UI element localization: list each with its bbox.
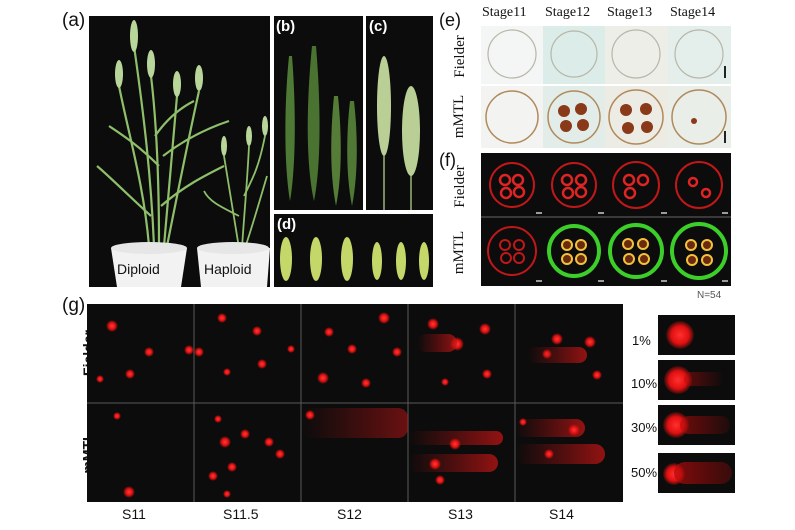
stage-label-s13: S13 bbox=[448, 506, 473, 522]
panel-f-grid bbox=[481, 153, 731, 286]
stage-label-s12: S12 bbox=[337, 506, 362, 522]
panel-label-b: (b) bbox=[276, 18, 296, 35]
panel-label-g: (g) bbox=[62, 295, 86, 316]
wheat-plants-illustration bbox=[96, 20, 270, 287]
reference-comet-50pct bbox=[658, 453, 735, 493]
anther-sections-fluorescence-illustration bbox=[481, 161, 731, 282]
panel-d-photo bbox=[274, 214, 433, 287]
reference-comet-30pct bbox=[658, 405, 735, 445]
stage13-header: Stage13 bbox=[607, 5, 653, 20]
stage-label-s11: S11 bbox=[122, 506, 146, 522]
panel-b-photo bbox=[274, 16, 363, 210]
stage-label-s11-5: S11.5 bbox=[223, 506, 259, 522]
row-label-e-fielder: Fielder bbox=[451, 34, 468, 78]
anther-sections-stain-illustration bbox=[481, 26, 731, 148]
percent-label-10: 10% bbox=[631, 376, 658, 391]
comet-assay-illustration bbox=[87, 304, 623, 502]
percent-label-1: 1% bbox=[632, 333, 651, 348]
panel-label-f: (f) bbox=[439, 150, 456, 170]
panel-a-photo bbox=[89, 16, 270, 287]
panel-label-d: (d) bbox=[277, 216, 297, 233]
row-label-f-mmtl: mMTL bbox=[451, 230, 468, 274]
sample-size-note: N=54 bbox=[697, 290, 722, 301]
reference-comet-1pct bbox=[658, 315, 735, 355]
panel-e-grid bbox=[481, 26, 731, 148]
haploid-label: Haploid bbox=[204, 261, 252, 277]
percent-label-50: 50% bbox=[631, 465, 658, 480]
diploid-label: Diploid bbox=[117, 261, 160, 277]
reference-comet-10pct bbox=[658, 360, 735, 400]
panel-label-a: (a) bbox=[62, 10, 86, 31]
panel-g-grid bbox=[87, 304, 623, 502]
row-label-e-mmtl: mMTL bbox=[451, 94, 468, 138]
panel-label-e: (e) bbox=[439, 10, 461, 30]
panel-label-c: (c) bbox=[369, 18, 388, 35]
stage-label-s14: S14 bbox=[549, 506, 574, 522]
panel-c-photo bbox=[366, 16, 433, 210]
row-label-f-fielder: Fielder bbox=[451, 164, 468, 208]
stage12-header: Stage12 bbox=[545, 5, 591, 20]
leaf-blades-illustration bbox=[285, 46, 357, 206]
percent-label-30: 30% bbox=[631, 420, 658, 435]
stage14-header: Stage14 bbox=[670, 5, 716, 20]
stage11-header: Stage11 bbox=[482, 5, 527, 20]
wheat-spikes-illustration bbox=[377, 56, 420, 210]
anthers-illustration bbox=[280, 237, 429, 281]
